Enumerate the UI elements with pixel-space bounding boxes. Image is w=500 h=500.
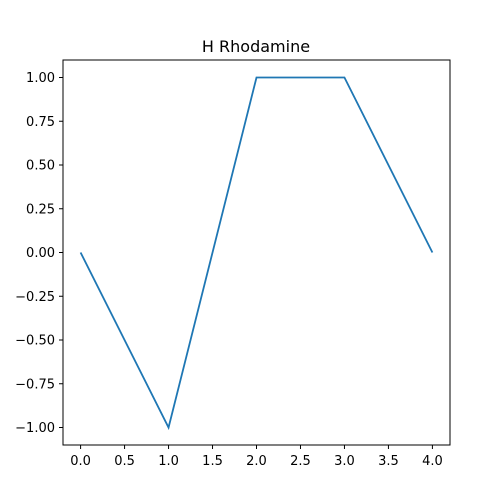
x-tick-label: 3.5 <box>378 454 399 469</box>
x-tick-label: 0.0 <box>70 454 91 469</box>
y-tick-label: 0.00 <box>26 246 55 261</box>
y-tick-label: −0.50 <box>15 334 55 349</box>
y-tick-label: 0.25 <box>26 202 55 217</box>
x-tick-label: 3.0 <box>334 454 355 469</box>
y-tick-label: 1.00 <box>26 71 55 86</box>
x-tick-label: 0.5 <box>114 454 135 469</box>
x-tick-label: 2.0 <box>246 454 267 469</box>
series-line <box>79 76 434 431</box>
y-tick-label: −0.25 <box>15 290 55 305</box>
chart-title: H Rhodamine <box>202 37 310 56</box>
y-tick-label: 0.75 <box>26 115 55 130</box>
x-tick-label: 2.5 <box>290 454 311 469</box>
x-tick-label: 4.0 <box>422 454 443 469</box>
x-axis: 0.0 0.5 1.0 1.5 2.0 2.5 3.0 3.5 4.0 <box>70 445 443 469</box>
y-tick-label: −1.00 <box>15 421 55 436</box>
series-layer <box>79 76 434 431</box>
x-tick-label: 1.5 <box>202 454 223 469</box>
y-axis: 1.00 0.75 0.50 0.25 0.00 −0.25 −0.50 −0.75 −1.00 <box>15 71 63 436</box>
plot-frame <box>62 59 451 446</box>
y-tick-label: −0.75 <box>15 377 55 392</box>
x-tick-label: 1.0 <box>158 454 179 469</box>
y-tick-label: 0.50 <box>26 159 55 174</box>
